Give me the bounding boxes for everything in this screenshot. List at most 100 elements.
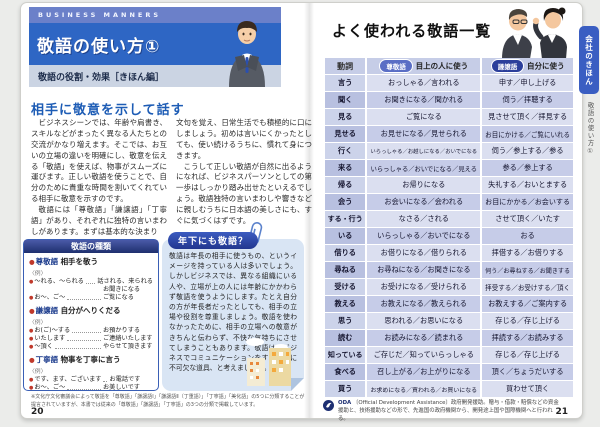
eyebrow-label: BUSINESS MANNERS [29,7,281,23]
cell-kenjougo: 買わせて頂く [482,381,573,397]
example-label: 〈例〉 [29,368,47,375]
col-header-verb: 動詞 [325,58,366,74]
paragraph: ビジネスシーンでは、年齢や肩書き、スキルなどがまったく異なる人たちとの交流がかな… [31,118,167,204]
table-row: 読む お読みになる／読まれる 拝読する／お読みする [325,330,573,346]
left-page: BUSINESS MANNERS 敬語の使い方① 敬語の役割・効果［きほん編］ [21,3,312,418]
table-row: 会う お会いになる／会われる お目にかかる／お会いする [325,194,573,210]
table-row: 教える お教えになる／教えられる お教えする／ご案内する [325,296,573,312]
column-box-title: 年下にも敬語？ [168,232,259,249]
cell-kenjougo: 拝受する／お受けする／頂く [482,279,573,295]
col-header-sonkeigo: 尊敬語 目上の人に使う [367,58,481,74]
page-title: 敬語の使い方① [37,36,161,57]
cell-sonkeigo: お帰りになる [367,177,481,193]
cell-kenjougo: 存じる／存じ上げる [482,347,573,363]
cell-kenjougo: 存じる／存じ上げる [482,313,573,329]
cell-sonkeigo: お尋ねになる／お聞きになる [367,262,481,278]
cell-sonkeigo: お受けになる／受けられる [367,279,481,295]
cell-verb: 尋ねる [325,262,366,278]
cell-kenjougo: 拝借する／お借りする [482,245,573,261]
cell-kenjougo: させて頂く／いたす [482,211,573,227]
cell-kenjougo: 伺う／拝聴する [482,92,573,108]
cell-sonkeigo: なさる／される [367,211,481,227]
table-row: 来る いらっしゃる／おいでになる／見える 参る／参上する [325,160,573,176]
table-row: 受ける お受けになる／受けられる 拝受する／お受けする／頂く [325,279,573,295]
col-header-kenjougo: 謙譲語 自分に使う [482,58,573,74]
glossary-icon [323,400,334,411]
chapter-tab: 会社のきほん [579,26,599,94]
cell-kenjougo: 参る／参上する [482,160,573,176]
page-subtitle: 敬語の役割・効果［きほん編］ [38,72,165,83]
keigo-table: 動詞 尊敬語 目上の人に使う 謙譲語 自分に使う 言う おっしゃる／言われる 申す／… [323,57,575,398]
table-row: 見る ご覧になる 見させて頂く／拝見する [325,109,573,125]
table-row: 尋ねる お尋ねになる／お聞きになる 伺う／お尋ねする／お聞きする [325,262,573,278]
glossary-term: ODA [338,400,352,406]
cell-sonkeigo: いらっしゃる／おいでになる／見える [367,160,481,176]
cell-kenjougo: お目にかける／ご覧にいれる [482,126,573,142]
keigo-types-box-title: 敬語の種類 [24,240,158,253]
keigo-example: お～、ご～お美しいです [29,384,153,392]
table-row: 思う 思われる／お思いになる 存じる／存じ上げる [325,313,573,329]
keigo-example: お～、ご～お聞きになる ご覧になる [29,286,153,302]
cell-verb: 見る [325,109,366,125]
chapter-header: BUSINESS MANNERS 敬語の使い方① 敬語の役割・効果［きほん編］ [29,7,281,87]
businessman-illustration [229,21,265,87]
cell-kenjougo: 申す／申し上げる [482,75,573,91]
table-row: 見せる お見せになる／見せられる お目にかける／ご覧にいれる [325,126,573,142]
cell-verb: 会う [325,194,366,210]
cell-sonkeigo: お借りになる／借りられる [367,245,481,261]
cell-verb: する・行う [325,211,366,227]
cell-kenjougo: お目にかかる／お会いする [482,194,573,210]
table-title: よく使われる敬語一覧 [332,22,492,40]
glossary-footer: ODA 〔Official Development Assistance〕政府開… [323,399,561,423]
cell-verb: 帰る [325,177,366,193]
cell-sonkeigo: 召し上がる／お上がりになる [367,364,481,380]
cell-verb: 見せる [325,126,366,142]
keigo-table-body: 言う おっしゃる／言われる 申す／申し上げる 聞く お聞きになる／聞かれる 伺う／拝聴する… [325,75,573,397]
table-row: 食べる 召し上がる／お上がりになる 頂く／ちょうだいする [325,364,573,380]
table-row: いる いらっしゃる／おいでになる おる [325,228,573,244]
cell-verb: 聞く [325,92,366,108]
glossary-text: ODA 〔Official Development Assistance〕政府開… [338,399,561,423]
cell-sonkeigo: お読みになる／読まれる [367,330,481,346]
cell-sonkeigo: お教えになる／教えられる [367,296,481,312]
talking-people-illustration [502,7,567,59]
cell-sonkeigo: ご存じだ／知っていらっしゃる [367,347,481,363]
cell-verb: 買う [325,381,366,397]
table-row: 知っている ご存じだ／知っていらっしゃる 存じる／存じ上げる [325,347,573,363]
cell-kenjougo: 伺う／参上する／参る [482,143,573,159]
cell-verb: 読む [325,330,366,346]
paragraph: こうして正しい敬語が自然に出るようになれば、ビジネスパーソンとしての第一歩はしっ… [176,161,312,225]
table-row: 行く いらっしゃる／お越しになる／おいでになる 伺う／参上する／参る [325,143,573,159]
sonkeigo-badge: 尊敬語 [379,59,413,73]
section-heading: 相手に敬意を示して話す [31,103,185,118]
cell-sonkeigo: お求めになる／買われる／お買いになる [367,381,481,397]
table-header-row: 動詞 尊敬語 目上の人に使う 謙譲語 自分に使う [325,58,573,74]
page-gutter [304,3,314,418]
kenjougo-badge: 謙譲語 [490,59,525,73]
buildings-illustration [246,338,291,386]
example-label: 〈例〉 [29,270,47,277]
glossary-definition: 〔Official Development Assistance〕政府開発援助。… [338,400,559,423]
cell-verb: 思う [325,313,366,329]
cell-sonkeigo: おっしゃる／言われる [367,75,481,91]
table-row: 言う おっしゃる／言われる 申す／申し上げる [325,75,573,91]
cell-verb: 受ける [325,279,366,295]
body-column-1: ビジネスシーンでは、年齢や肩書き、スキルなどがまったく異なる人たちとの交流がかな… [31,118,167,238]
cell-verb: 教える [325,296,366,312]
footnote: ※文化庁文化審議会によって敬語を「尊敬語」「謙譲語Ⅰ」「謙譲語Ⅱ（丁重語）」「丁… [31,394,305,408]
cell-kenjougo: 拝読する／お読みする [482,330,573,346]
cell-sonkeigo: いらっしゃる／おいでになる [367,228,481,244]
cell-sonkeigo: お会いになる／会われる [367,194,481,210]
cell-sonkeigo: お見せになる／見せられる [367,126,481,142]
chapter-subtitle-bar: 敬語の役割・効果［きほん編］ [29,65,281,87]
table-row: 帰る お帰りになる 失礼する／おいとまする [325,177,573,193]
paragraph: 敬語には「尊敬語」「謙譲語」「丁寧語」があり、それぞれに独特の言いまわしがありま… [31,205,167,236]
page-number-left: 20 [31,407,44,417]
table-row: 聞く お聞きになる／聞かれる 伺う／拝聴する [325,92,573,108]
